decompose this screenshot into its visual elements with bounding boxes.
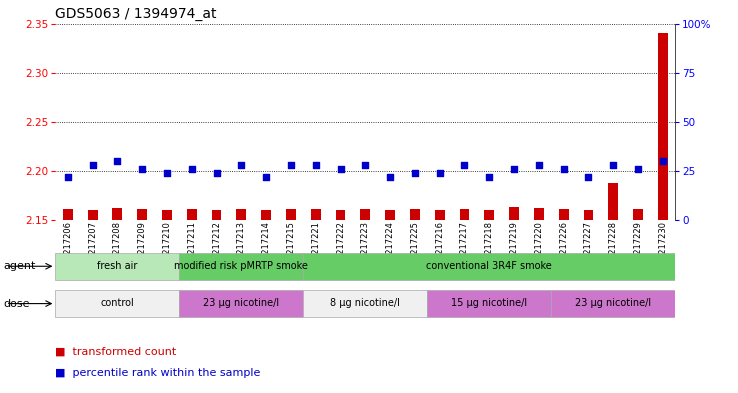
Bar — [112, 208, 123, 220]
Bar — [336, 210, 345, 220]
FancyBboxPatch shape — [427, 290, 551, 317]
Bar — [460, 209, 469, 220]
Point — [111, 158, 123, 164]
Point — [483, 174, 495, 180]
FancyBboxPatch shape — [303, 253, 675, 279]
Point — [508, 166, 520, 172]
Bar — [509, 208, 519, 220]
Point — [533, 162, 545, 168]
Bar — [311, 209, 321, 220]
FancyBboxPatch shape — [179, 290, 303, 317]
Point — [235, 162, 247, 168]
Bar — [236, 209, 246, 220]
FancyBboxPatch shape — [55, 253, 179, 279]
Point — [632, 166, 644, 172]
Point — [409, 170, 421, 176]
Point — [359, 162, 371, 168]
Text: 23 μg nicotine/l: 23 μg nicotine/l — [203, 298, 280, 308]
FancyBboxPatch shape — [55, 290, 179, 317]
Text: fresh air: fresh air — [97, 261, 137, 271]
Point — [62, 174, 74, 180]
Bar — [212, 210, 221, 220]
Bar — [261, 210, 271, 220]
FancyBboxPatch shape — [179, 253, 303, 279]
Bar — [286, 209, 296, 220]
Text: control: control — [100, 298, 134, 308]
Point — [285, 162, 297, 168]
Bar — [534, 208, 544, 220]
Bar — [633, 209, 643, 220]
Point — [657, 158, 669, 164]
Text: conventional 3R4F smoke: conventional 3R4F smoke — [427, 261, 552, 271]
Bar — [410, 209, 420, 220]
Point — [334, 166, 346, 172]
Bar — [137, 209, 147, 220]
Text: GDS5063 / 1394974_at: GDS5063 / 1394974_at — [55, 7, 216, 21]
Text: ■  percentile rank within the sample: ■ percentile rank within the sample — [55, 368, 261, 378]
FancyBboxPatch shape — [303, 290, 427, 317]
Point — [310, 162, 322, 168]
Point — [161, 170, 173, 176]
Text: agent: agent — [4, 261, 36, 271]
Point — [137, 166, 148, 172]
Bar — [584, 210, 593, 220]
Bar — [435, 210, 445, 220]
Bar — [360, 209, 370, 220]
Bar — [385, 210, 395, 220]
Text: dose: dose — [4, 299, 30, 309]
Point — [582, 174, 594, 180]
Bar — [162, 210, 172, 220]
FancyBboxPatch shape — [551, 290, 675, 317]
Point — [86, 162, 98, 168]
Bar — [658, 33, 668, 220]
Text: 15 μg nicotine/l: 15 μg nicotine/l — [451, 298, 528, 308]
Point — [261, 174, 272, 180]
Text: 23 μg nicotine/l: 23 μg nicotine/l — [575, 298, 652, 308]
Bar — [63, 209, 73, 220]
Text: ■  transformed count: ■ transformed count — [55, 347, 176, 357]
Point — [607, 162, 619, 168]
Point — [558, 166, 570, 172]
Point — [210, 170, 222, 176]
Point — [384, 174, 396, 180]
Text: 8 μg nicotine/l: 8 μg nicotine/l — [331, 298, 400, 308]
Point — [434, 170, 446, 176]
Bar — [484, 210, 494, 220]
Bar — [88, 210, 97, 220]
Bar — [187, 209, 197, 220]
Bar — [608, 183, 618, 220]
Bar — [559, 209, 569, 220]
Text: modified risk pMRTP smoke: modified risk pMRTP smoke — [174, 261, 308, 271]
Point — [458, 162, 470, 168]
Point — [186, 166, 198, 172]
